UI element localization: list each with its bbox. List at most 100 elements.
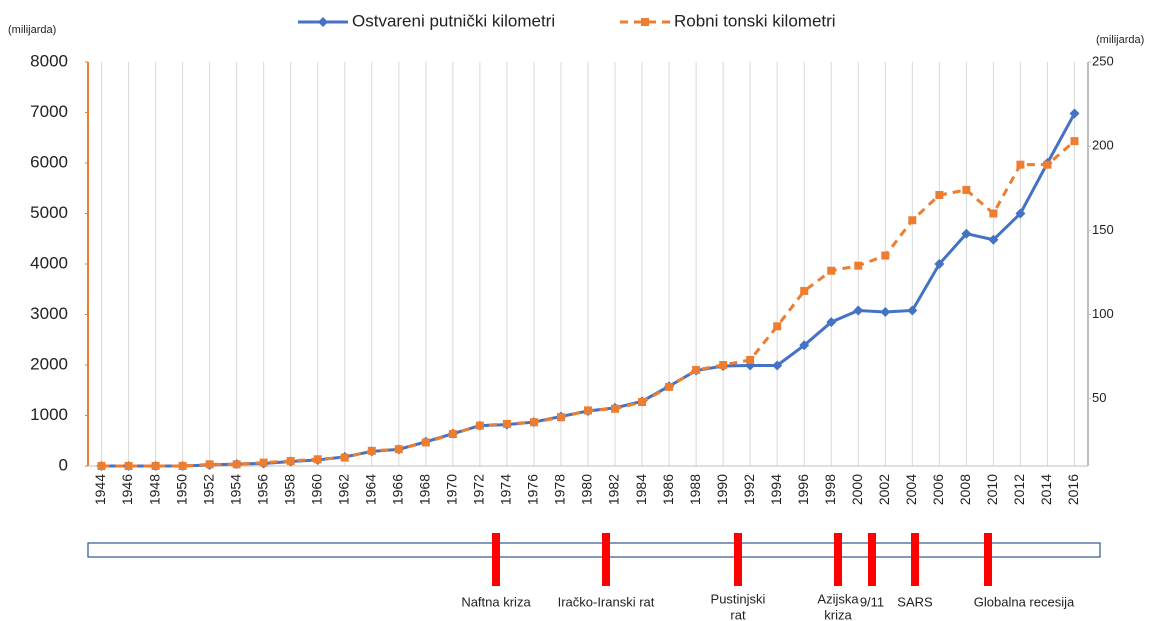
x-tick-label: 2014 bbox=[1038, 474, 1054, 505]
point bbox=[988, 234, 999, 245]
point bbox=[692, 366, 701, 375]
point bbox=[1070, 137, 1079, 146]
y2-axis-label: (milijarda) bbox=[1096, 34, 1144, 46]
x-tick-label: 1960 bbox=[308, 474, 324, 505]
x-tick-label: 2008 bbox=[957, 474, 973, 505]
point bbox=[584, 406, 592, 415]
x-tick-label: 1974 bbox=[498, 474, 514, 505]
point bbox=[475, 421, 484, 430]
x-tick-label: 2016 bbox=[1065, 474, 1081, 505]
x-tick-label: 1962 bbox=[335, 474, 351, 505]
point bbox=[773, 322, 782, 331]
point bbox=[935, 190, 944, 199]
event-marker bbox=[984, 533, 992, 586]
event-label: rat bbox=[730, 607, 746, 621]
x-tick-label: 1978 bbox=[552, 474, 568, 505]
point bbox=[151, 462, 160, 470]
x-tick-label: 1948 bbox=[146, 474, 162, 505]
point bbox=[853, 305, 864, 316]
x-tick-label: 1946 bbox=[119, 474, 135, 505]
point bbox=[367, 446, 376, 455]
x-tick-label: 1972 bbox=[471, 474, 487, 505]
event-label: Iračko-Iranski rat bbox=[558, 594, 655, 609]
x-tick-label: 1980 bbox=[579, 474, 595, 505]
event-marker bbox=[734, 533, 742, 586]
point bbox=[97, 462, 106, 470]
point bbox=[1043, 160, 1052, 169]
y-tick-label: 6000 bbox=[30, 152, 68, 171]
x-tick-label: 1992 bbox=[741, 474, 757, 505]
event-marker bbox=[911, 533, 919, 586]
y2-tick-label: 200 bbox=[1092, 138, 1114, 153]
event-marker bbox=[602, 533, 610, 586]
x-tick-label: 2004 bbox=[903, 474, 919, 505]
x-tick-label: 1994 bbox=[768, 474, 784, 505]
event-marker bbox=[492, 533, 500, 586]
point bbox=[989, 209, 998, 218]
event-label: kriza bbox=[824, 607, 852, 621]
point bbox=[340, 453, 349, 462]
x-tick-label: 1988 bbox=[687, 474, 703, 505]
x-tick-label: 1950 bbox=[173, 474, 189, 505]
x-tick-label: 2012 bbox=[1011, 474, 1027, 505]
point bbox=[529, 418, 538, 427]
legend-label: Ostvareni putnički kilometri bbox=[352, 11, 555, 30]
point bbox=[854, 261, 863, 270]
point bbox=[934, 259, 945, 269]
point bbox=[556, 413, 565, 422]
x-tick-label: 1954 bbox=[227, 474, 243, 505]
event-marker bbox=[868, 533, 876, 586]
legend-marker bbox=[318, 17, 328, 27]
x-tick-label: 1956 bbox=[254, 474, 270, 505]
y2-tick-label: 50 bbox=[1092, 390, 1106, 405]
point bbox=[205, 460, 214, 469]
point bbox=[772, 360, 783, 371]
y-tick-label: 1000 bbox=[30, 405, 68, 424]
x-tick-label: 2006 bbox=[930, 474, 946, 505]
point bbox=[1015, 208, 1026, 219]
point bbox=[286, 456, 295, 465]
event-label: Naftna kriza bbox=[461, 594, 531, 609]
x-tick-label: 2010 bbox=[984, 474, 1000, 505]
point bbox=[665, 382, 674, 391]
point bbox=[259, 458, 268, 467]
y-tick-label: 2000 bbox=[30, 354, 68, 373]
event-label: 9/11 bbox=[860, 594, 884, 609]
y-tick-label: 3000 bbox=[30, 304, 68, 323]
x-tick-label: 1996 bbox=[795, 474, 811, 505]
x-tick-label: 2002 bbox=[876, 474, 892, 505]
point bbox=[881, 251, 890, 260]
point bbox=[448, 430, 457, 439]
point bbox=[421, 438, 430, 447]
event-timeline bbox=[87, 542, 1101, 558]
y-tick-label: 5000 bbox=[30, 203, 68, 222]
legend-marker bbox=[641, 18, 649, 26]
event-label: Globalna recesija bbox=[974, 594, 1075, 609]
x-tick-label: 1952 bbox=[200, 474, 216, 505]
x-tick-label: 1976 bbox=[525, 474, 541, 505]
x-tick-label: 1944 bbox=[92, 474, 108, 505]
y-tick-label: 8000 bbox=[30, 51, 68, 70]
event-label: Pustinjski bbox=[711, 591, 766, 606]
point bbox=[880, 306, 891, 317]
point bbox=[799, 340, 810, 351]
event-label: Azijska bbox=[817, 591, 859, 606]
point bbox=[394, 445, 403, 454]
x-tick-label: 1998 bbox=[822, 474, 838, 505]
x-tick-label: 1958 bbox=[281, 474, 297, 505]
x-tick-label: 1968 bbox=[417, 474, 433, 505]
point bbox=[826, 317, 837, 328]
point bbox=[178, 462, 187, 470]
point bbox=[638, 398, 647, 407]
y2-tick-label: 100 bbox=[1092, 306, 1114, 321]
y-tick-label: 0 bbox=[59, 455, 68, 474]
point bbox=[908, 216, 917, 225]
point bbox=[719, 361, 728, 369]
point bbox=[961, 228, 972, 239]
x-tick-label: 1986 bbox=[660, 474, 676, 505]
x-tick-label: 1984 bbox=[633, 474, 649, 505]
point bbox=[746, 355, 755, 364]
x-tick-label: 1990 bbox=[714, 474, 730, 505]
point bbox=[611, 404, 620, 413]
